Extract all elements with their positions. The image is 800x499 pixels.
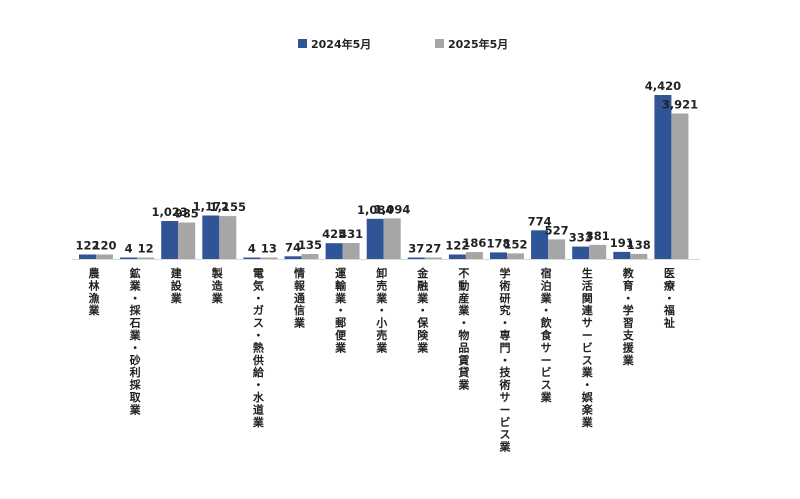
value-label-2024-15: 4,420 xyxy=(645,79,681,93)
bar-2025-3 xyxy=(178,222,196,259)
value-label-2025-1: 120 xyxy=(92,239,116,253)
value-label-2024-11: 178 xyxy=(486,236,510,250)
bar-2025-9 xyxy=(424,257,442,259)
category-label-15: 医療・福祉 xyxy=(663,267,676,330)
bar-2024-4 xyxy=(202,215,220,259)
bar-2025-6 xyxy=(301,254,319,259)
category-label-12: 宿泊業・飲食サービス業 xyxy=(540,266,553,404)
value-label-2024-10: 122 xyxy=(445,239,469,253)
category-label-13: 生活関連サービス業・娯楽業 xyxy=(581,266,594,429)
legend-label-1: 2024年5月 xyxy=(311,37,371,51)
category-label-3: 建設業 xyxy=(170,266,183,305)
category-label-6: 情報通信業 xyxy=(293,266,306,330)
category-label-1: 農林漁業 xyxy=(88,266,101,317)
category-labels-group: 農林漁業 鉱業・採石業・砂利採取業 建設業 製造業 電気・ガス・熱供給・水道業 情報通信業… xyxy=(88,266,676,454)
legend-swatch-2 xyxy=(435,39,444,48)
value-label-2024-9: 37 xyxy=(408,242,424,256)
value-label-2025-7: 431 xyxy=(339,227,363,241)
bar-2024-12 xyxy=(531,230,549,259)
bar-2025-15 xyxy=(671,113,689,259)
value-label-2024-12: 774 xyxy=(528,214,552,228)
value-label-2025-3: 985 xyxy=(175,207,199,221)
bar-2024-1 xyxy=(79,254,96,259)
category-label-9: 金融業・保険業 xyxy=(416,266,429,354)
value-label-2025-12: 527 xyxy=(545,223,569,237)
value-label-2025-2: 12 xyxy=(138,242,154,256)
value-label-2025-6: 135 xyxy=(298,238,322,252)
bar-2025-8 xyxy=(383,218,401,259)
value-label-2024-5: 4 xyxy=(248,242,256,256)
bar-2025-5 xyxy=(260,257,278,259)
bar-2025-13 xyxy=(589,244,607,259)
value-label-2024-14: 191 xyxy=(610,236,634,250)
bar-2024-7 xyxy=(325,243,343,259)
bar-2025-10 xyxy=(465,252,483,259)
bar-2024-3 xyxy=(161,221,179,259)
bar-2024-10 xyxy=(448,254,466,259)
bar-2024-8 xyxy=(366,218,384,259)
value-label-2024-3: 1,023 xyxy=(152,205,188,219)
value-label-2024-8: 1,084 xyxy=(357,203,393,217)
value-label-2025-5: 13 xyxy=(261,242,277,256)
bar-2025-2 xyxy=(137,257,155,259)
category-label-4: 製造業 xyxy=(211,266,224,305)
legend: 2024年5月 2025年5月 xyxy=(298,37,508,51)
value-label-2025-13: 381 xyxy=(586,229,610,243)
value-label-2024-1: 122 xyxy=(75,239,99,253)
bar-2024-14 xyxy=(613,251,631,259)
value-label-2025-15: 3,921 xyxy=(662,98,698,112)
bar-2025-7 xyxy=(342,243,360,259)
bar-2025-11 xyxy=(507,253,524,259)
bar-2024-2 xyxy=(120,257,138,259)
bar-2025-1 xyxy=(96,254,113,259)
value-label-2025-14: 138 xyxy=(627,238,651,252)
bar-2025-4 xyxy=(219,216,237,259)
category-label-8: 卸売業・小売業 xyxy=(375,266,388,354)
value-label-2024-6: 74 xyxy=(285,240,301,254)
bar-2024-15 xyxy=(654,95,672,259)
bar-2025-12 xyxy=(548,239,566,259)
bar-2024-5 xyxy=(243,257,261,259)
bar-2024-9 xyxy=(407,257,425,259)
value-label-2025-8: 1,094 xyxy=(374,202,410,216)
bar-2025-14 xyxy=(630,253,648,259)
value-label-2025-11: 152 xyxy=(503,237,527,251)
category-label-11: 学術研究・専門・技術サービス業 xyxy=(499,266,512,454)
bars-group xyxy=(79,95,689,259)
bar-2024-6 xyxy=(284,256,302,259)
value-label-2025-9: 27 xyxy=(425,242,441,256)
category-label-7: 運輸業・郵便業 xyxy=(334,267,347,354)
bar-2024-13 xyxy=(572,246,590,259)
category-label-14: 教育・学習支援業 xyxy=(622,266,635,367)
category-label-2: 鉱業・採石業・砂利採取業 xyxy=(129,266,142,416)
category-label-10: 不動産業・物品賃貸業 xyxy=(457,267,470,392)
value-label-2024-4: 1,172 xyxy=(193,200,229,214)
legend-swatch-1 xyxy=(298,39,307,48)
value-label-2025-10: 186 xyxy=(462,236,486,250)
value-label-2025-4: 1,155 xyxy=(210,200,246,214)
bar-2024-11 xyxy=(490,252,507,259)
value-label-2024-13: 333 xyxy=(569,231,593,245)
legend-label-2: 2025年5月 xyxy=(448,37,508,51)
category-label-5: 電気・ガス・熱供給・水道業 xyxy=(252,267,265,429)
value-label-2024-2: 4 xyxy=(125,242,133,256)
value-label-2024-7: 425 xyxy=(322,227,346,241)
